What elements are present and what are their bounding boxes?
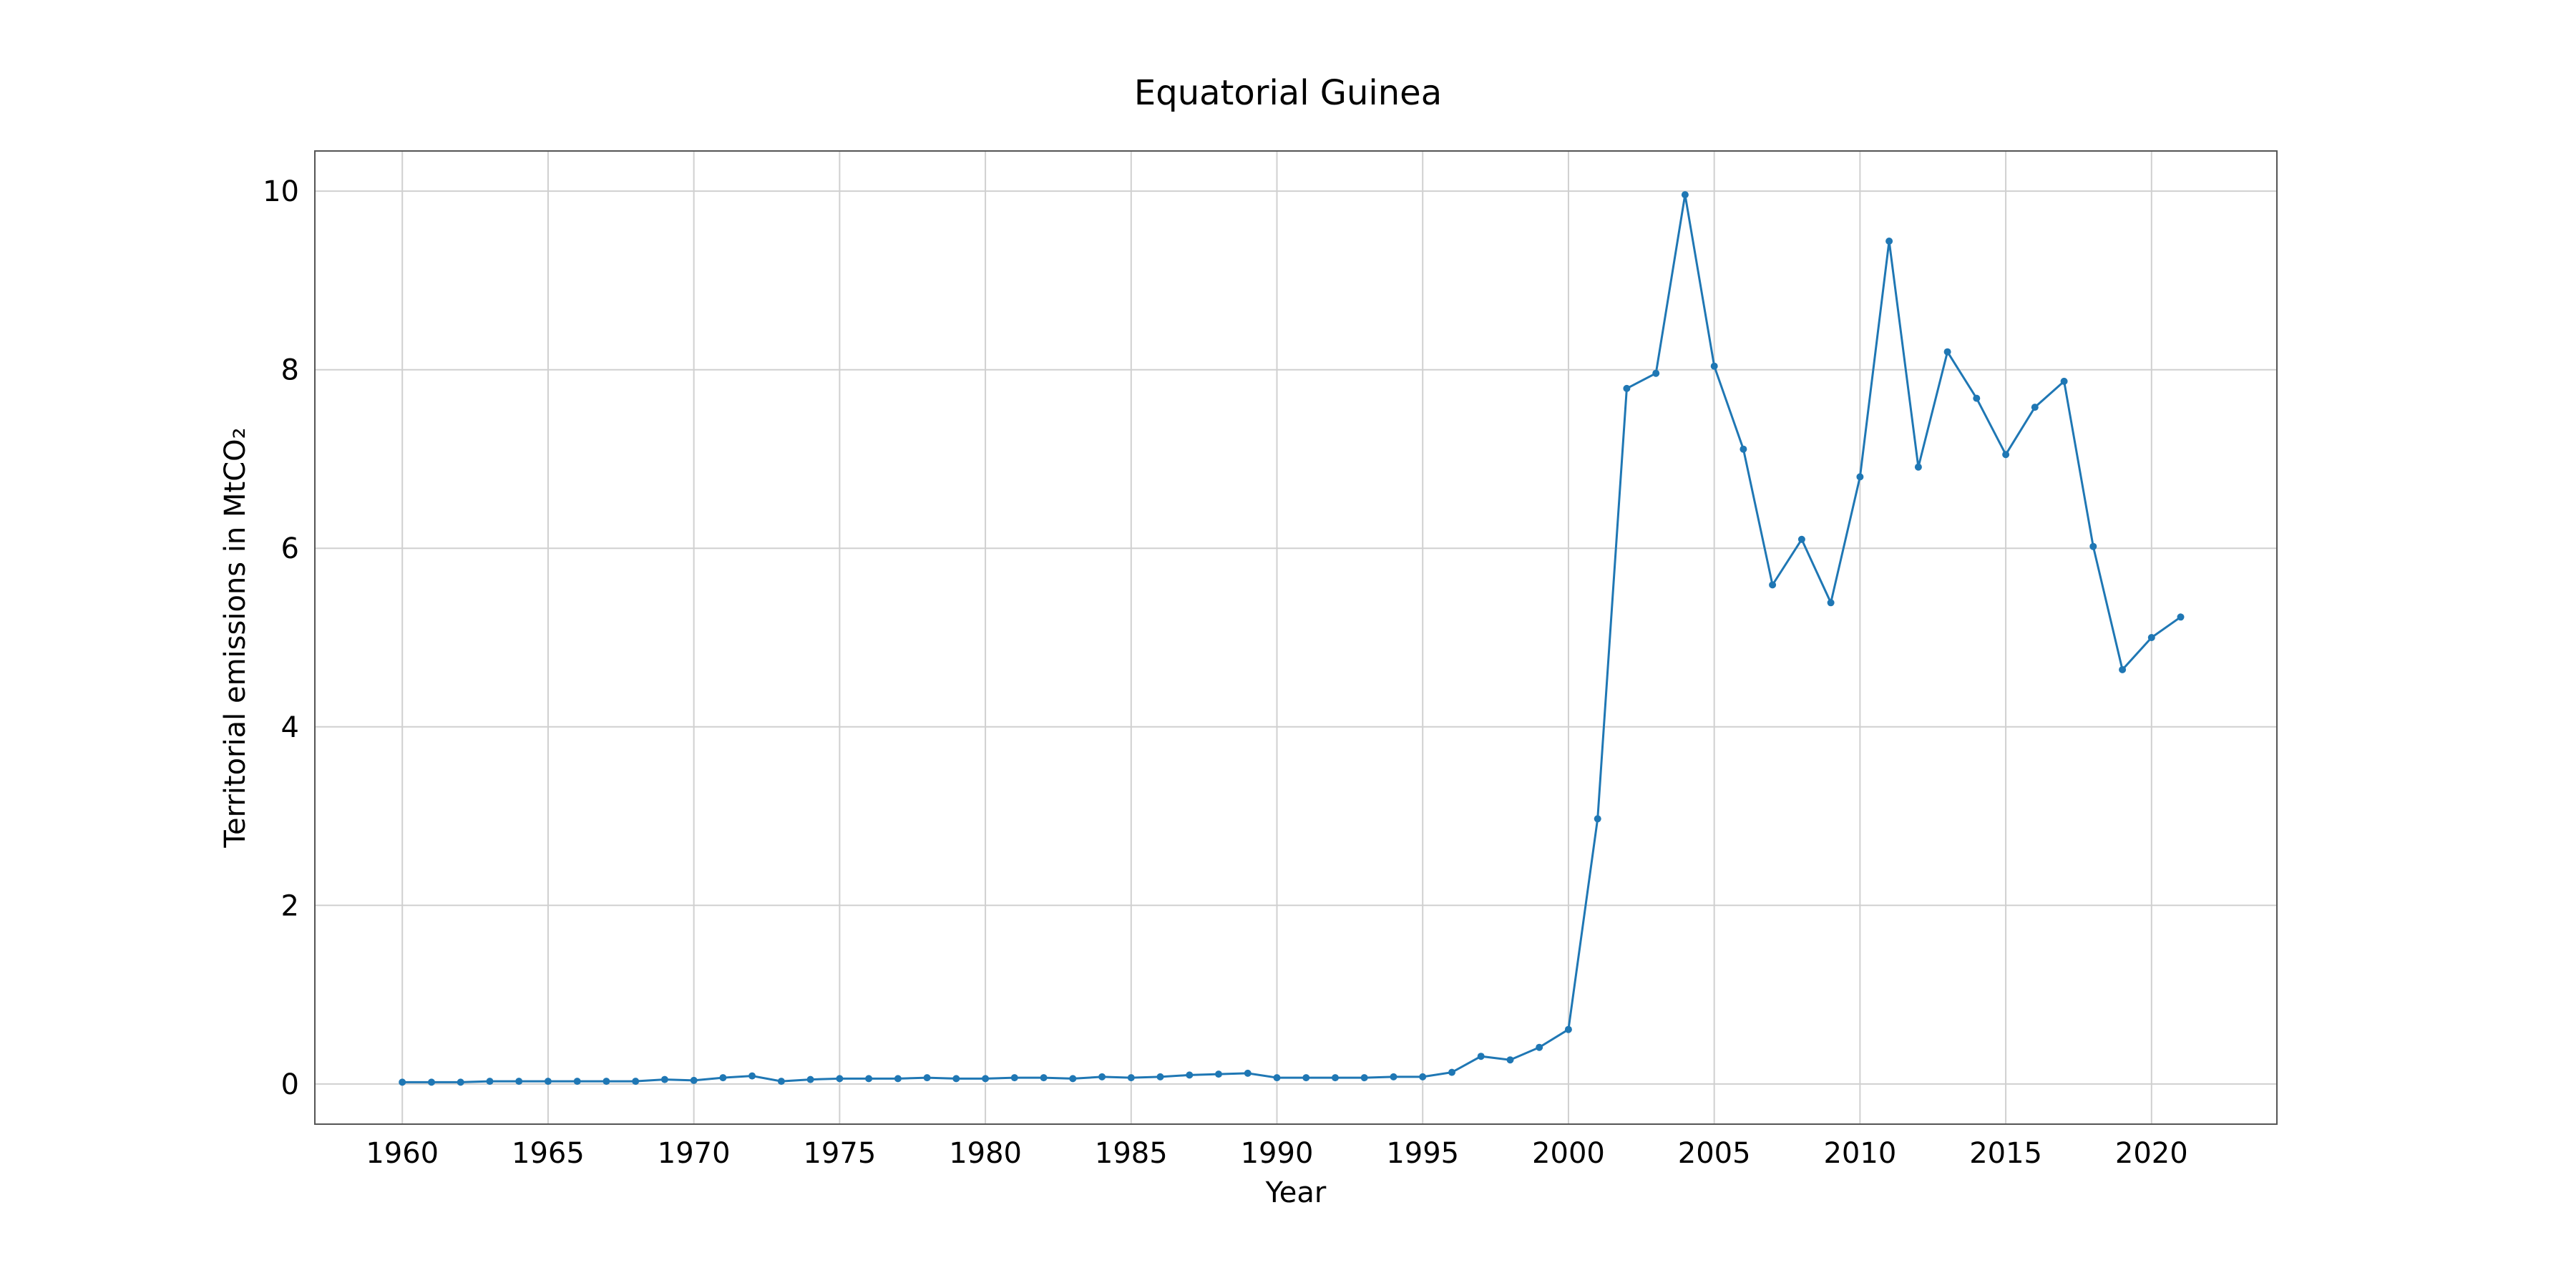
data-point — [719, 1074, 727, 1082]
data-point — [1797, 535, 1805, 543]
y-tick-label: 6 — [281, 532, 299, 565]
data-point — [1156, 1073, 1164, 1080]
data-point — [2060, 377, 2068, 385]
data-point — [1098, 1073, 1106, 1080]
data-point — [1856, 473, 1864, 481]
data-point — [486, 1078, 494, 1085]
data-point — [1769, 581, 1777, 589]
series-line — [402, 194, 2182, 1083]
data-point — [1360, 1074, 1368, 1082]
data-point — [1244, 1069, 1252, 1077]
data-point — [1215, 1070, 1222, 1078]
data-point — [1186, 1071, 1194, 1079]
data-point — [894, 1075, 902, 1083]
data-point — [515, 1078, 523, 1085]
data-point — [1477, 1053, 1485, 1060]
data-point — [399, 1078, 406, 1086]
data-point — [2002, 451, 2010, 459]
y-tick-label: 4 — [281, 711, 299, 744]
data-point — [1740, 445, 1747, 453]
data-point — [2147, 634, 2155, 641]
data-point — [1623, 384, 1631, 392]
x-tick-label: 1970 — [658, 1137, 731, 1170]
data-point — [1419, 1073, 1427, 1080]
data-point — [602, 1078, 610, 1085]
data-point — [573, 1078, 581, 1085]
data-point — [1273, 1074, 1281, 1082]
data-point — [2119, 665, 2127, 673]
data-point — [690, 1076, 698, 1084]
data-point — [632, 1078, 640, 1085]
chart-title: Equatorial Guinea — [1134, 73, 1442, 113]
tick-labels: 1960 1965 1970 1975 1980 1985 1990 1995 2000 2005… — [263, 175, 2188, 1170]
data-point — [1710, 362, 1718, 370]
data-point — [428, 1078, 435, 1086]
data-point — [923, 1074, 931, 1082]
data-point — [748, 1072, 756, 1080]
grid — [315, 151, 2277, 1124]
x-tick-label: 2000 — [1532, 1137, 1605, 1170]
data-point — [1536, 1043, 1543, 1051]
x-tick-label: 1965 — [512, 1137, 585, 1170]
data-point — [660, 1075, 668, 1083]
plot-frame — [314, 150, 2278, 1125]
data-point — [2177, 613, 2185, 621]
data-point — [544, 1078, 552, 1085]
data-point — [2031, 404, 2039, 411]
data-point — [1564, 1025, 1572, 1033]
data-point — [1594, 815, 1601, 823]
x-tick-label: 1990 — [1241, 1137, 1314, 1170]
data-point — [777, 1078, 785, 1085]
x-tick-label: 1975 — [803, 1137, 876, 1170]
data-point — [1681, 191, 1689, 199]
data-point — [1390, 1073, 1397, 1080]
data-point — [1506, 1056, 1514, 1064]
y-tick-label: 0 — [281, 1068, 299, 1101]
y-tick-label: 2 — [281, 889, 299, 922]
data-point — [982, 1075, 990, 1083]
data-point — [1010, 1074, 1018, 1082]
data-point — [1914, 463, 1922, 471]
x-tick-label: 1960 — [366, 1137, 439, 1170]
x-tick-label: 1995 — [1386, 1137, 1459, 1170]
data-point — [1448, 1068, 1455, 1076]
x-tick-label: 2020 — [2115, 1137, 2188, 1170]
series-layer — [399, 191, 2185, 1086]
x-tick-label: 1985 — [1095, 1137, 1168, 1170]
data-point — [1040, 1074, 1048, 1082]
data-point — [1332, 1074, 1339, 1082]
data-point — [1943, 348, 1951, 356]
data-point — [1885, 238, 1893, 245]
data-point — [952, 1075, 960, 1083]
data-point — [1069, 1075, 1077, 1083]
data-point — [806, 1075, 814, 1083]
data-point — [1652, 369, 1660, 377]
y-tick-label: 8 — [281, 354, 299, 387]
data-point — [1302, 1074, 1310, 1082]
x-tick-label: 2005 — [1678, 1137, 1751, 1170]
data-point — [1827, 599, 1835, 607]
data-point — [457, 1078, 464, 1086]
x-tick-label: 2010 — [1823, 1137, 1896, 1170]
x-tick-label: 1980 — [949, 1137, 1022, 1170]
data-point — [1973, 394, 1981, 402]
data-point — [1127, 1074, 1135, 1082]
x-tick-label: 2015 — [1969, 1137, 2042, 1170]
y-axis-label: Territorial emissions in MtCO₂ — [219, 427, 252, 848]
data-point — [865, 1075, 873, 1083]
y-tick-label: 10 — [263, 175, 299, 208]
data-point — [2089, 542, 2097, 550]
x-axis-label: Year — [1265, 1176, 1327, 1209]
data-point — [836, 1075, 844, 1083]
